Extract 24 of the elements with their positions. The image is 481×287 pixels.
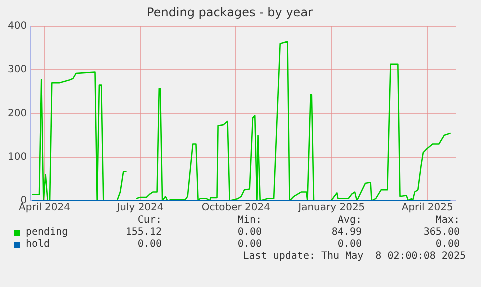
- text: Min:: [236, 215, 262, 226]
- y-tick-label: 200: [8, 108, 28, 120]
- x-tick-label: October 2024: [202, 202, 271, 214]
- text: Max:: [434, 215, 460, 226]
- y-tick-label: 400: [8, 20, 28, 32]
- text: 0.00: [336, 239, 362, 250]
- text: 0.00: [434, 239, 460, 250]
- text: 0.00: [136, 239, 162, 250]
- legend-label: hold: [26, 239, 50, 250]
- legend-label: pending: [26, 227, 68, 238]
- y-tick-label: 300: [8, 64, 28, 76]
- x-tick-label: January 2025: [298, 202, 366, 214]
- x-tick-label: July 2024: [116, 202, 164, 214]
- y-tick-label: 100: [8, 152, 28, 163]
- x-tick-label: April 2025: [402, 202, 454, 214]
- text: Avg:: [336, 215, 362, 226]
- text: Cur:: [136, 215, 162, 226]
- text: 84.99: [330, 227, 362, 238]
- text: 0.00: [236, 227, 262, 238]
- chart-title: Pending packages - by year: [147, 5, 314, 20]
- text: 0.00: [236, 239, 262, 250]
- text: 155.12: [124, 227, 162, 238]
- text: 365.00: [422, 227, 460, 238]
- text: Last update: Thu May 8 02:00:08 2025: [243, 251, 466, 262]
